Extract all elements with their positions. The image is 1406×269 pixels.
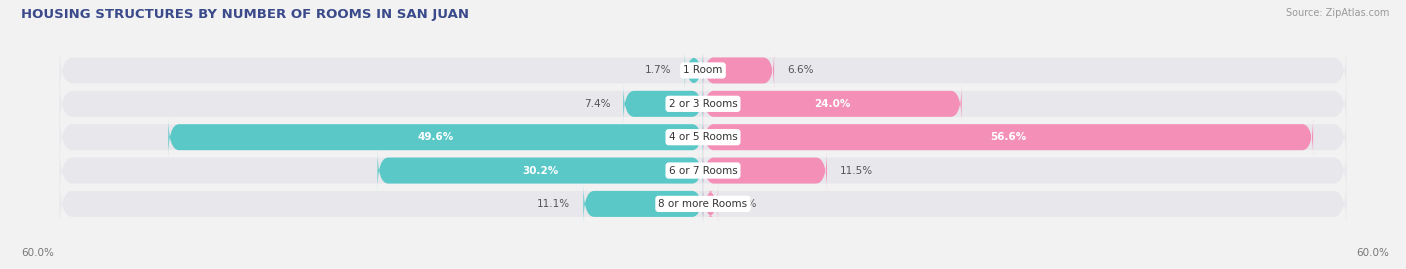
Text: Source: ZipAtlas.com: Source: ZipAtlas.com xyxy=(1285,8,1389,18)
FancyBboxPatch shape xyxy=(623,83,703,124)
FancyBboxPatch shape xyxy=(59,77,1347,131)
Text: 11.5%: 11.5% xyxy=(839,165,873,176)
FancyBboxPatch shape xyxy=(703,183,718,224)
FancyBboxPatch shape xyxy=(685,50,703,91)
FancyBboxPatch shape xyxy=(703,150,827,191)
FancyBboxPatch shape xyxy=(59,44,1347,97)
Text: 30.2%: 30.2% xyxy=(522,165,558,176)
FancyBboxPatch shape xyxy=(59,177,1347,231)
Text: 4 or 5 Rooms: 4 or 5 Rooms xyxy=(669,132,737,142)
Text: 7.4%: 7.4% xyxy=(583,99,610,109)
FancyBboxPatch shape xyxy=(703,83,962,124)
FancyBboxPatch shape xyxy=(703,50,775,91)
Text: 24.0%: 24.0% xyxy=(814,99,851,109)
Text: 1.4%: 1.4% xyxy=(731,199,758,209)
Text: 49.6%: 49.6% xyxy=(418,132,454,142)
Text: HOUSING STRUCTURES BY NUMBER OF ROOMS IN SAN JUAN: HOUSING STRUCTURES BY NUMBER OF ROOMS IN… xyxy=(21,8,470,21)
Text: 60.0%: 60.0% xyxy=(1357,248,1389,258)
Text: 6.6%: 6.6% xyxy=(787,65,814,76)
Text: 1.7%: 1.7% xyxy=(645,65,672,76)
FancyBboxPatch shape xyxy=(59,110,1347,164)
FancyBboxPatch shape xyxy=(59,144,1347,197)
Text: 60.0%: 60.0% xyxy=(21,248,53,258)
Text: 2 or 3 Rooms: 2 or 3 Rooms xyxy=(669,99,737,109)
Text: 6 or 7 Rooms: 6 or 7 Rooms xyxy=(669,165,737,176)
FancyBboxPatch shape xyxy=(377,150,703,191)
FancyBboxPatch shape xyxy=(583,183,703,224)
Text: 56.6%: 56.6% xyxy=(990,132,1026,142)
FancyBboxPatch shape xyxy=(169,117,703,158)
Text: 1 Room: 1 Room xyxy=(683,65,723,76)
Text: 8 or more Rooms: 8 or more Rooms xyxy=(658,199,748,209)
FancyBboxPatch shape xyxy=(703,117,1313,158)
Text: 11.1%: 11.1% xyxy=(537,199,571,209)
